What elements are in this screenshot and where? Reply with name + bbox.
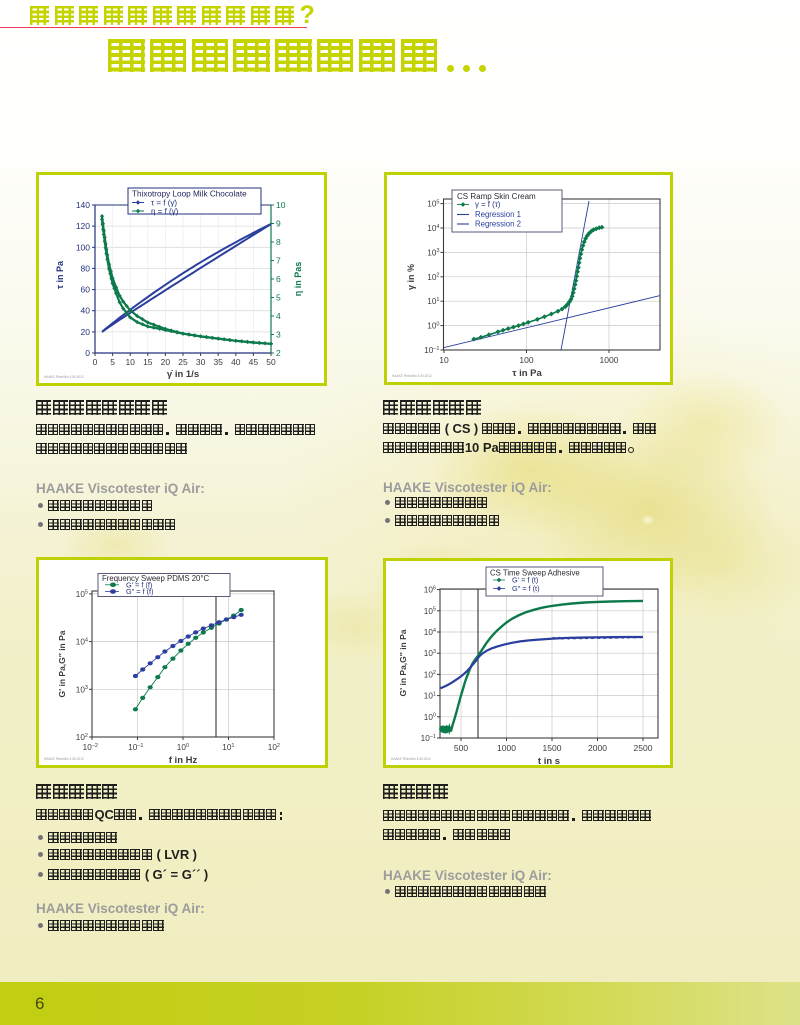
svg-text:γ in %: γ in % — [406, 264, 416, 290]
svg-text:CS Ramp Skin Cream: CS Ramp Skin Cream — [457, 192, 536, 201]
svg-text:105: 105 — [427, 199, 439, 208]
svg-text:HAAKE RheoWin 4.50.0012: HAAKE RheoWin 4.50.0012 — [391, 757, 431, 761]
svg-text:500: 500 — [454, 743, 468, 753]
svg-text:η = f (γ̇): η = f (γ̇) — [151, 207, 179, 216]
svg-text:102: 102 — [268, 743, 280, 752]
svg-text:5: 5 — [276, 293, 281, 303]
svg-text:103: 103 — [424, 649, 436, 658]
svg-text:106: 106 — [424, 585, 436, 594]
svg-text:5: 5 — [110, 357, 115, 367]
svg-text:Regression 2: Regression 2 — [475, 220, 521, 229]
svg-text:10: 10 — [276, 200, 286, 210]
svg-text:3: 3 — [276, 330, 281, 340]
svg-text:100: 100 — [177, 743, 189, 752]
svg-text:7: 7 — [276, 256, 281, 266]
svg-text:105: 105 — [76, 590, 88, 599]
svg-text:0: 0 — [93, 357, 98, 367]
svg-text:1500: 1500 — [543, 743, 562, 753]
svg-text:10: 10 — [439, 355, 449, 365]
svg-text:100: 100 — [427, 321, 439, 330]
svg-text:4: 4 — [276, 311, 281, 321]
svg-text:Regression 1: Regression 1 — [475, 210, 521, 219]
svg-text:100: 100 — [519, 355, 533, 365]
svg-text:Thixotropy Loop Milk Chocolate: Thixotropy Loop Milk Chocolate — [132, 190, 247, 199]
svg-text:γ = f (τ): γ = f (τ) — [475, 200, 501, 209]
svg-text:104: 104 — [424, 628, 436, 637]
svg-text:G' in Pa,G″ in Pa: G' in Pa,G″ in Pa — [57, 630, 67, 697]
svg-text:20: 20 — [81, 327, 91, 337]
svg-text:γ̇ in 1/s: γ̇ in 1/s — [167, 369, 199, 380]
svg-text:G″ = f (t): G″ = f (t) — [512, 584, 540, 593]
svg-text:102: 102 — [76, 733, 88, 742]
svg-text:103: 103 — [76, 685, 88, 694]
svg-text:30: 30 — [196, 357, 206, 367]
svg-text:104: 104 — [427, 224, 439, 233]
svg-text:τ in Pa: τ in Pa — [55, 260, 65, 289]
svg-text:100: 100 — [76, 242, 90, 252]
svg-text:102: 102 — [424, 670, 436, 679]
svg-text:140: 140 — [76, 200, 90, 210]
svg-text:HAAKE RheoWin 4.50.0012: HAAKE RheoWin 4.50.0012 — [392, 374, 432, 378]
svg-text:101: 101 — [222, 743, 234, 752]
svg-text:f in Hz: f in Hz — [169, 755, 198, 765]
svg-text:50: 50 — [266, 357, 276, 367]
svg-text:8: 8 — [276, 237, 281, 247]
svg-text:103: 103 — [427, 248, 439, 257]
svg-text:2500: 2500 — [634, 743, 653, 753]
svg-text:Frequency Sweep PDMS 20°C: Frequency Sweep PDMS 20°C — [102, 574, 209, 583]
svg-text:2000: 2000 — [588, 743, 607, 753]
svg-text:105: 105 — [424, 607, 436, 616]
svg-text:0: 0 — [85, 348, 90, 358]
svg-text:10–2: 10–2 — [83, 743, 98, 752]
svg-text:CS Time Sweep Adhesive: CS Time Sweep Adhesive — [490, 569, 580, 578]
svg-text:40: 40 — [81, 306, 91, 316]
svg-text:9: 9 — [276, 219, 281, 229]
svg-text:101: 101 — [424, 691, 436, 700]
svg-text:35: 35 — [213, 357, 223, 367]
svg-text:1000: 1000 — [497, 743, 516, 753]
svg-text:HAAKE RheoWin 4.50.0012: HAAKE RheoWin 4.50.0012 — [44, 375, 84, 379]
svg-text:G' = f (t): G' = f (t) — [512, 576, 538, 585]
svg-text:15: 15 — [143, 357, 153, 367]
svg-text:60: 60 — [81, 285, 91, 295]
svg-text:τ = f (γ̇): τ = f (γ̇) — [151, 199, 177, 208]
svg-text:10: 10 — [125, 357, 135, 367]
svg-text:104: 104 — [76, 637, 88, 646]
svg-text:80: 80 — [81, 263, 91, 273]
svg-text:10–1: 10–1 — [421, 734, 436, 743]
svg-text:G″ = f (f): G″ = f (f) — [126, 587, 154, 596]
svg-text:100: 100 — [424, 713, 436, 722]
svg-text:20: 20 — [161, 357, 171, 367]
svg-text:η in Pas: η in Pas — [293, 262, 303, 297]
svg-text:10–1: 10–1 — [128, 743, 143, 752]
svg-text:10–1: 10–1 — [424, 346, 439, 355]
svg-text:45: 45 — [249, 357, 259, 367]
svg-text:120: 120 — [76, 221, 90, 231]
svg-text:G' = f (f): G' = f (f) — [126, 580, 152, 589]
svg-text:τ in Pa: τ in Pa — [512, 368, 542, 379]
svg-text:2: 2 — [276, 348, 281, 358]
svg-text:101: 101 — [427, 297, 439, 306]
svg-text:G' in Pa,G″ in Pa: G' in Pa,G″ in Pa — [398, 629, 408, 696]
svg-text:40: 40 — [231, 357, 241, 367]
svg-text:6: 6 — [276, 274, 281, 284]
svg-text:HAAKE RheoWin 4.50.0012: HAAKE RheoWin 4.50.0012 — [44, 757, 84, 761]
svg-text:t in s: t in s — [538, 756, 560, 765]
svg-text:102: 102 — [427, 273, 439, 282]
svg-text:1000: 1000 — [600, 355, 619, 365]
svg-text:25: 25 — [178, 357, 188, 367]
